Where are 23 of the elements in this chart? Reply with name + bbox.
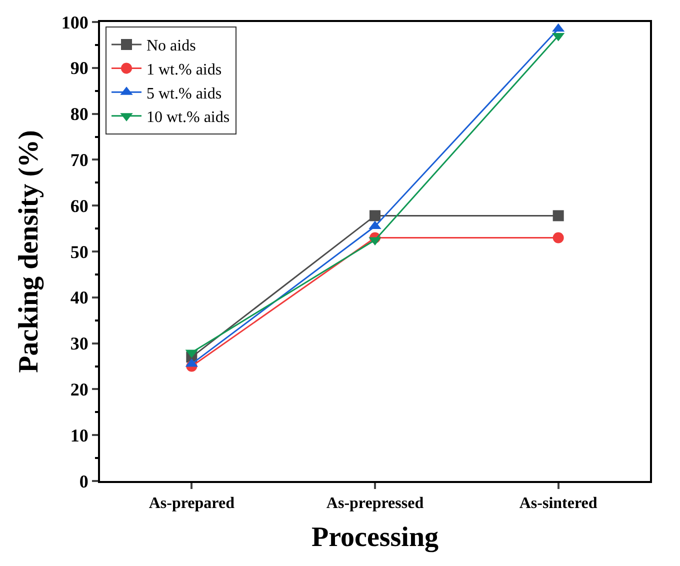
legend-label: 10 wt.% aids	[146, 109, 230, 126]
y-tick-label: 50	[70, 242, 88, 262]
y-tick-label: 30	[70, 334, 88, 354]
legend-label: No aids	[146, 38, 196, 55]
y-tick-label: 0	[79, 471, 88, 492]
point	[370, 210, 380, 222]
x-axis-title: Processing	[311, 522, 439, 553]
point	[552, 232, 564, 244]
x-tick-label: As-prepared	[148, 495, 235, 512]
y-tick-label: 80	[70, 104, 88, 124]
y-tick-label: 40	[70, 288, 88, 308]
point	[552, 210, 564, 222]
y-tick-label: 20	[70, 380, 88, 400]
y-tick-label: 70	[70, 150, 88, 170]
x-tick-label: As-prepressed	[326, 495, 424, 512]
y-tick-label: 100	[61, 12, 88, 32]
x-tick-label: As-sintered	[519, 495, 598, 512]
y-axis-title: Packing density (%)	[14, 130, 45, 373]
y-tick-label: 10	[70, 425, 88, 446]
y-tick-label: 60	[70, 196, 88, 216]
legend-label: 1 wt.% aids	[146, 62, 222, 79]
y-tick-label: 90	[70, 58, 88, 78]
legend-label: 5 wt.% aids	[146, 85, 222, 102]
